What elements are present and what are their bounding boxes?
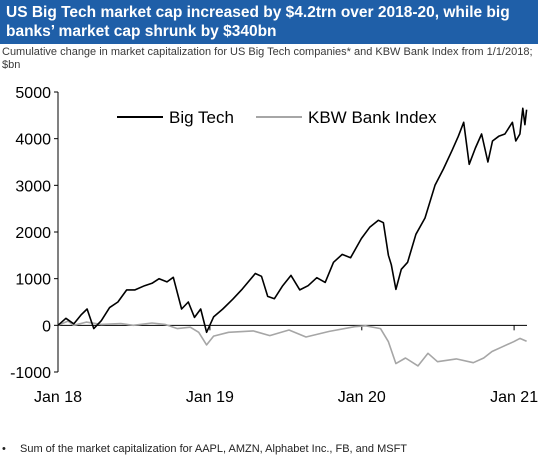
- footnote-text: Sum of the market capitalization for AAP…: [20, 443, 408, 455]
- legend-big-tech-label: Big Tech: [169, 108, 234, 127]
- series-line-kbw-bank-index: [57, 320, 527, 367]
- x-tick-label: Jan 20: [338, 389, 386, 406]
- x-tick-label: Jan 21: [490, 389, 538, 406]
- y-tick-label: -1000: [10, 365, 51, 382]
- y-tick-label: 5000: [15, 85, 51, 102]
- legend-kbw-bank-index-label: KBW Bank Index: [308, 108, 437, 127]
- y-tick-label: 0: [42, 318, 51, 335]
- y-tick-label: 2000: [15, 225, 51, 242]
- footnote: • Sum of the market capitalization for AA…: [2, 443, 536, 455]
- title-banner: [0, 0, 538, 44]
- chart-title: US Big Tech market cap increased by $4.2…: [6, 4, 510, 40]
- x-tick-label: Jan 19: [186, 389, 234, 406]
- footnote-bullet: •: [2, 443, 6, 455]
- y-tick-label: 4000: [15, 132, 51, 149]
- chart-subtitle: Cumulative change in market capitalizati…: [2, 46, 533, 71]
- series-line-big-tech: [57, 107, 528, 334]
- y-tick-label: 3000: [15, 178, 51, 195]
- chart-area: 5000 4000 3000 2000 1000 0 -1000 Jan 18 Jan 19 Ja…: [10, 85, 538, 406]
- y-tick-label: 1000: [15, 272, 51, 289]
- x-tick-label: Jan 18: [34, 389, 82, 406]
